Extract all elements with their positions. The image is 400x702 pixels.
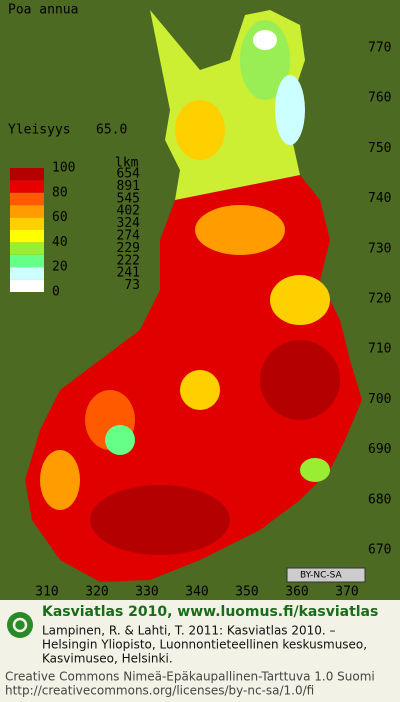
count-header: lkm <box>115 156 139 171</box>
northing-label: 750 <box>368 141 391 156</box>
easting-label: 350 <box>235 585 258 600</box>
legend-scale-label: 40 <box>52 235 68 250</box>
patch <box>270 275 330 325</box>
patch <box>175 100 225 160</box>
legend-scale-label: 80 <box>52 185 68 200</box>
patch <box>253 30 277 50</box>
species-title: Poa annua <box>8 3 78 18</box>
citation-line: Helsingin Yliopisto, Luonnontieteellinen… <box>42 638 367 652</box>
northing-label: 680 <box>368 492 391 507</box>
northing-label: 730 <box>368 241 391 256</box>
legend-count: 73 <box>124 278 140 293</box>
northing-label: 670 <box>368 543 391 558</box>
map-patches <box>40 20 340 555</box>
easting-label: 360 <box>285 585 308 600</box>
legend-swatch <box>10 279 44 292</box>
patch <box>40 450 80 510</box>
legend-count: 229 <box>117 241 140 256</box>
patch <box>180 370 220 410</box>
legend-swatch <box>10 168 44 181</box>
patch <box>90 485 230 555</box>
legend-scale-label: 0 <box>52 285 60 300</box>
legend-count: 274 <box>117 229 141 244</box>
easting-label: 310 <box>35 585 58 600</box>
frequency-label: Yleisyys <box>8 123 71 138</box>
license-line: Creative Commons Nimeä-Epäkaupallinen-Ta… <box>5 670 375 684</box>
northing-label: 770 <box>368 41 391 56</box>
legend-swatch <box>10 180 44 193</box>
northing-label: 740 <box>368 191 391 206</box>
license-badge: BY-NC-SA <box>286 567 366 583</box>
legend-swatch <box>10 267 44 280</box>
legend-scale-label: 60 <box>52 210 68 225</box>
patch <box>195 205 285 255</box>
legend-swatch <box>10 205 44 218</box>
legend-count: 891 <box>117 179 140 194</box>
citation-line: Lampinen, R. & Lahti, T. 2011: Kasviatla… <box>42 624 336 638</box>
easting-label: 320 <box>85 585 108 600</box>
legend-count: 222 <box>117 253 140 268</box>
citation-line: Kasvimuseo, Helsinki. <box>42 652 173 666</box>
northing-label: 710 <box>368 342 391 357</box>
easting-label: 330 <box>135 585 158 600</box>
northing-label: 760 <box>368 91 391 106</box>
legend-swatch <box>10 217 44 230</box>
logo-circle <box>7 612 33 638</box>
easting-label: 340 <box>185 585 208 600</box>
legend-scale-label: 100 <box>52 161 75 176</box>
legend-count: 654 <box>117 167 141 182</box>
footer-heading: Kasviatlas 2010, www.luomus.fi/kasviatla… <box>42 604 378 620</box>
logo-spiral <box>12 617 28 633</box>
legend-count: 241 <box>117 266 140 281</box>
patch <box>105 425 135 455</box>
easting-label: 370 <box>335 585 358 600</box>
patch <box>260 340 340 420</box>
legend-count: 545 <box>117 191 140 206</box>
license-line: http://creativecommons.org/licenses/by-n… <box>5 684 314 698</box>
legend-scale-label: 20 <box>52 260 68 275</box>
badge-text: BY-NC-SA <box>300 571 343 581</box>
patch <box>300 458 330 482</box>
patch <box>275 75 305 145</box>
legend-swatch <box>10 242 44 255</box>
northing-label: 690 <box>368 442 391 457</box>
legend-swatch <box>10 254 44 268</box>
logo <box>7 612 33 638</box>
frequency-value: 65.0 <box>96 123 127 138</box>
legend-count: 402 <box>117 204 140 219</box>
legend-count: 324 <box>117 216 141 231</box>
patch <box>240 20 290 100</box>
legend-swatch <box>10 230 44 243</box>
northing-label: 720 <box>368 292 391 307</box>
legend-swatch <box>10 192 44 206</box>
badge-box <box>286 567 366 583</box>
northing-label: 700 <box>368 392 391 407</box>
